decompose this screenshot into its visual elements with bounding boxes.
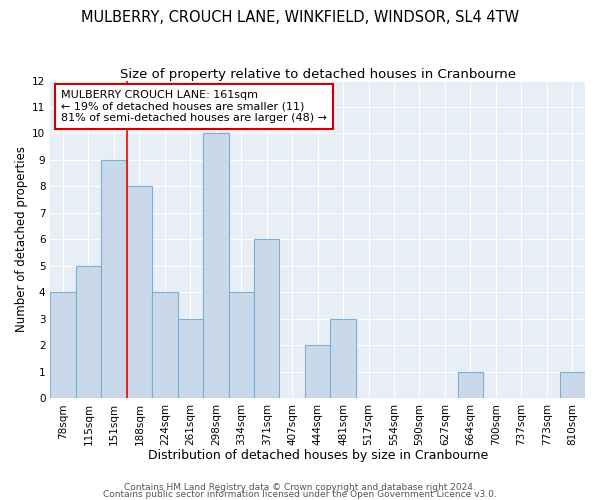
Bar [50,292,76,399]
Text: Contains public sector information licensed under the Open Government Licence v3: Contains public sector information licen… [103,490,497,499]
Bar [76,266,101,398]
Bar [229,292,254,399]
Bar [152,292,178,399]
X-axis label: Distribution of detached houses by size in Cranbourne: Distribution of detached houses by size … [148,450,488,462]
Bar [127,186,152,398]
Bar [254,240,280,398]
Bar [178,319,203,398]
Bar [560,372,585,398]
Y-axis label: Number of detached properties: Number of detached properties [15,146,28,332]
Bar [203,134,229,398]
Bar [458,372,483,398]
Bar [331,319,356,398]
Bar [305,346,331,399]
Text: MULBERRY CROUCH LANE: 161sqm
← 19% of detached houses are smaller (11)
81% of se: MULBERRY CROUCH LANE: 161sqm ← 19% of de… [61,90,327,123]
Title: Size of property relative to detached houses in Cranbourne: Size of property relative to detached ho… [119,68,515,80]
Text: Contains HM Land Registry data © Crown copyright and database right 2024.: Contains HM Land Registry data © Crown c… [124,484,476,492]
Text: MULBERRY, CROUCH LANE, WINKFIELD, WINDSOR, SL4 4TW: MULBERRY, CROUCH LANE, WINKFIELD, WINDSO… [81,10,519,25]
Bar [101,160,127,398]
